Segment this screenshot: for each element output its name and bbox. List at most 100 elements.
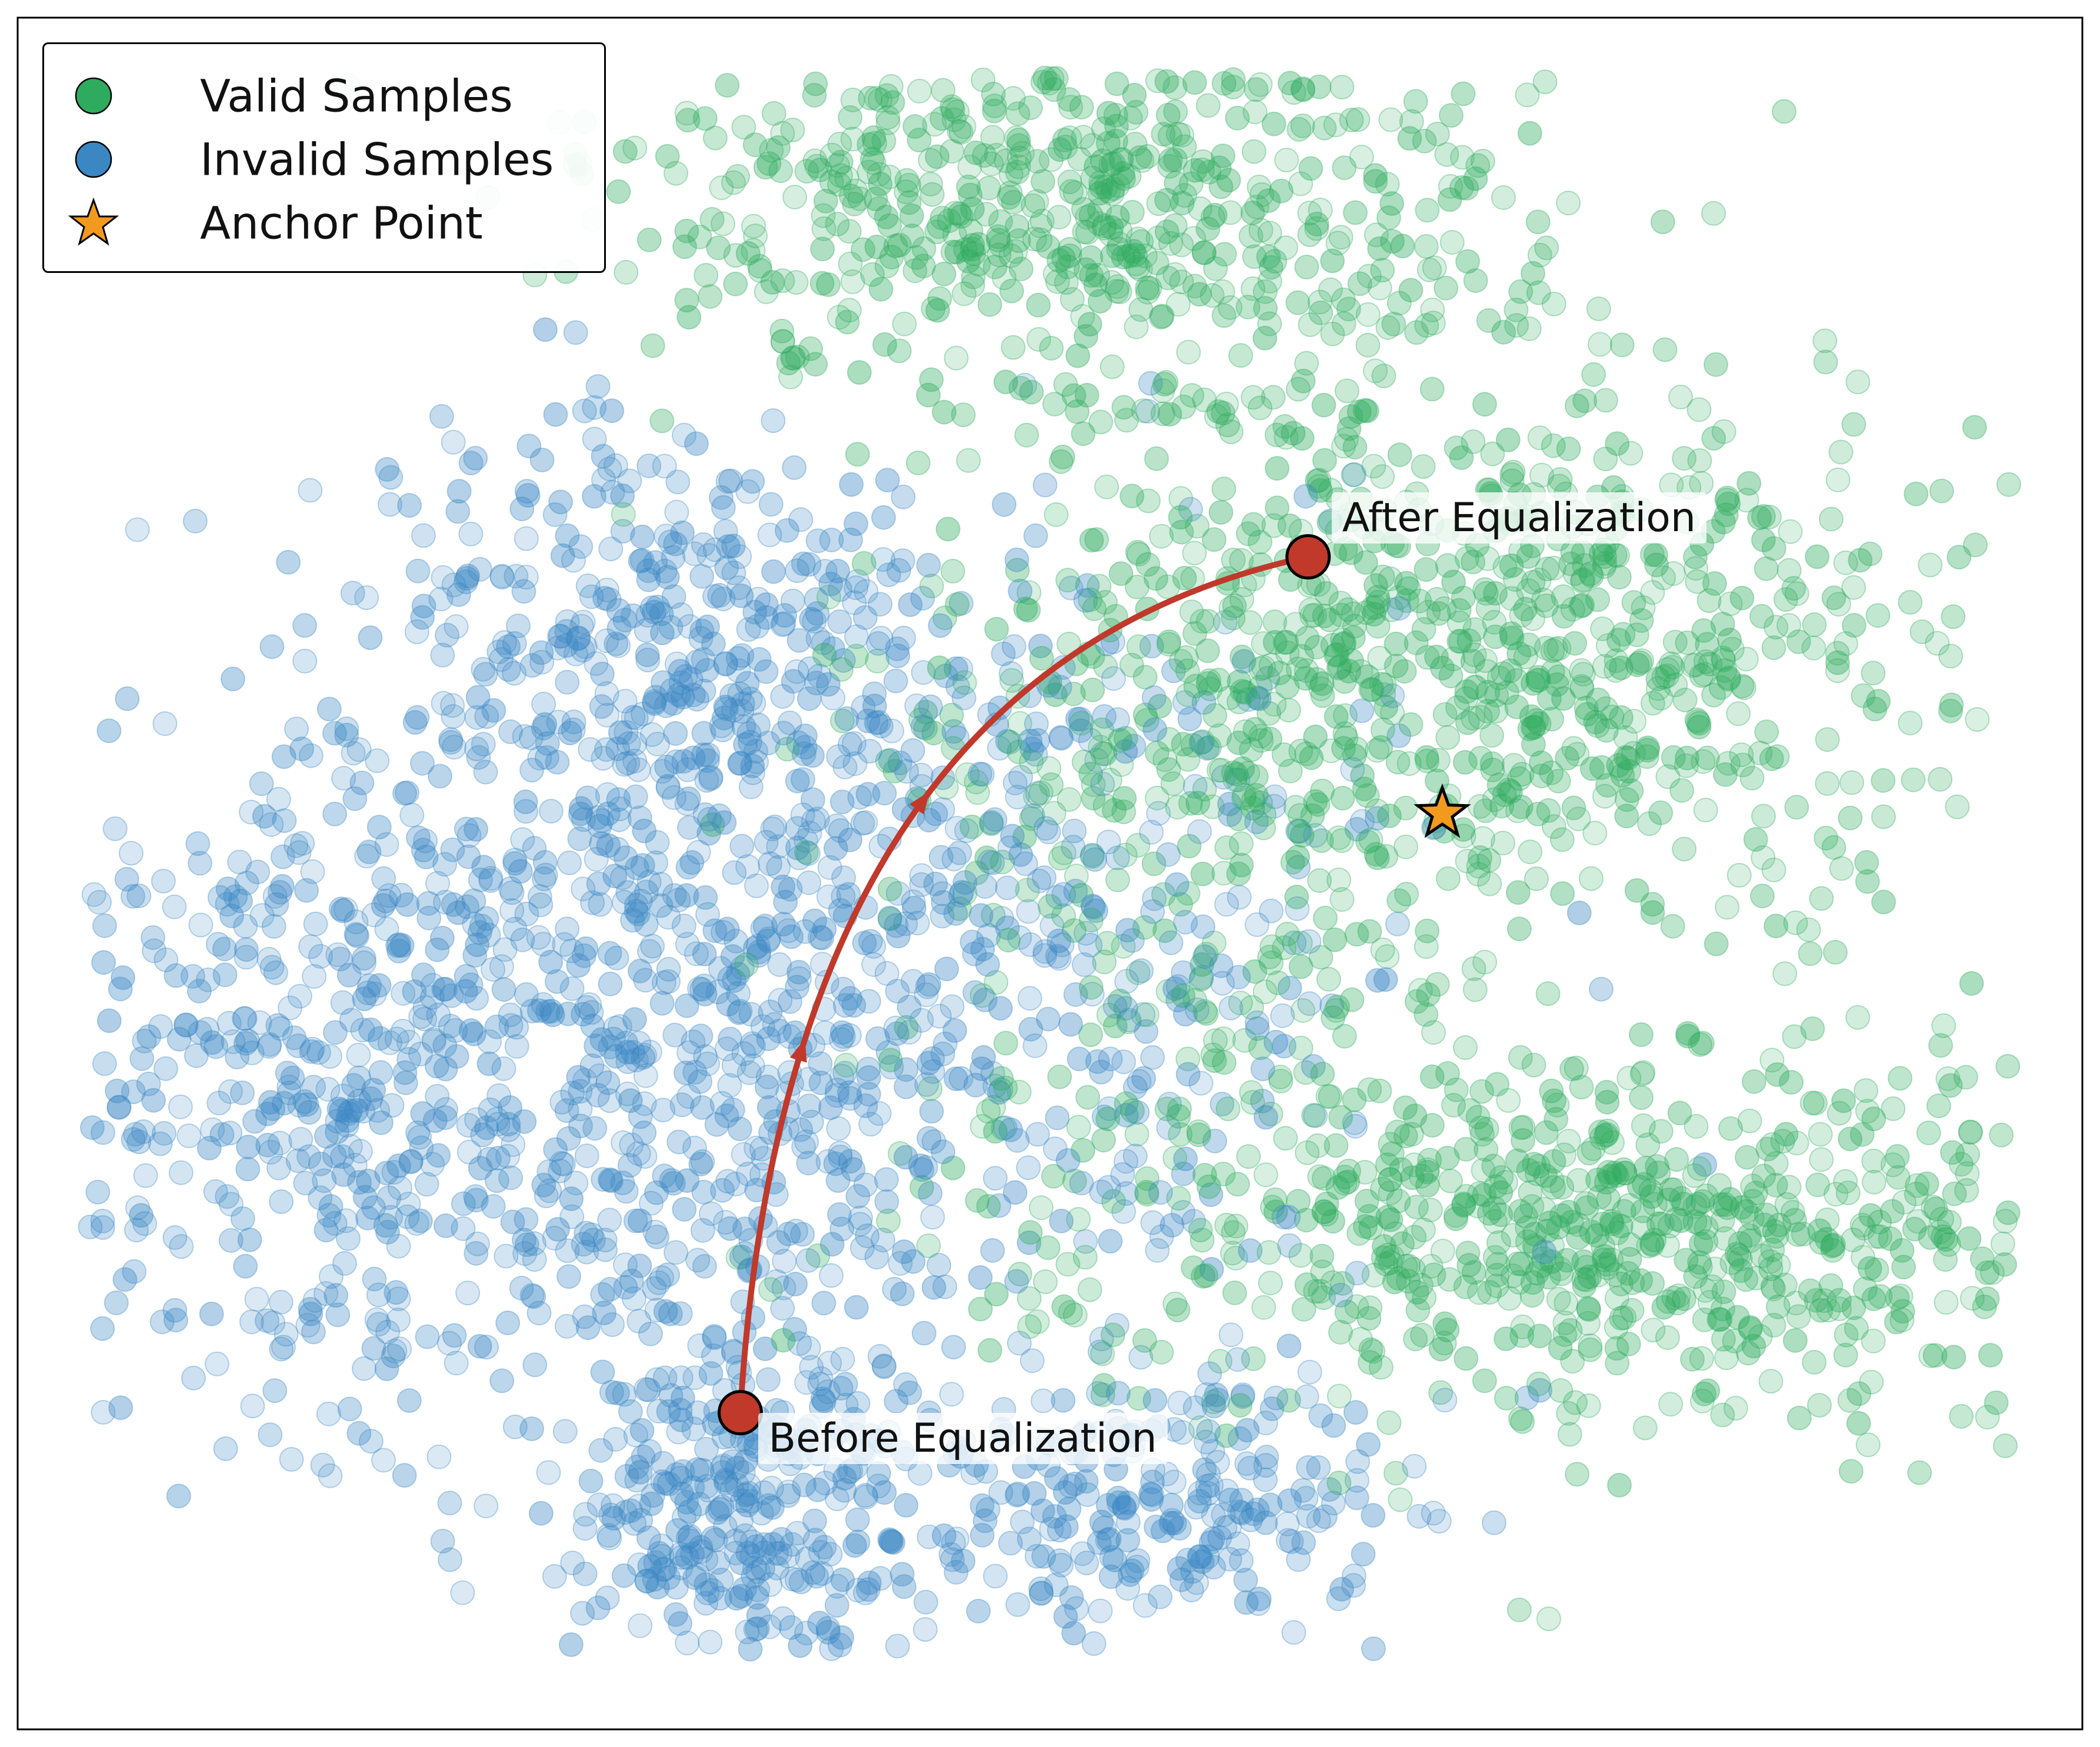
invalid-sample-point bbox=[875, 1040, 901, 1065]
invalid-sample-point bbox=[614, 1463, 639, 1489]
valid-sample-point bbox=[1556, 191, 1581, 216]
valid-sample-point bbox=[892, 311, 917, 336]
valid-sample-point bbox=[1105, 173, 1131, 198]
invalid-sample-point bbox=[589, 694, 614, 719]
invalid-sample-point bbox=[638, 1321, 663, 1346]
invalid-sample-point bbox=[992, 1115, 1018, 1141]
invalid-sample-point bbox=[720, 944, 745, 969]
invalid-sample-point bbox=[669, 602, 694, 627]
invalid-sample-point bbox=[239, 1041, 265, 1065]
invalid-sample-point bbox=[1218, 1322, 1244, 1348]
valid-sample-point bbox=[1996, 472, 2021, 497]
invalid-sample-point bbox=[603, 1426, 628, 1452]
invalid-sample-point bbox=[829, 789, 855, 815]
valid-sample-point bbox=[1513, 644, 1538, 669]
invalid-sample-point bbox=[412, 995, 438, 1021]
valid-sample-point bbox=[994, 148, 1019, 174]
valid-sample-point bbox=[758, 1277, 783, 1302]
invalid-sample-point bbox=[268, 1289, 294, 1315]
valid-sample-point bbox=[1375, 1205, 1401, 1230]
invalid-sample-point bbox=[1139, 819, 1164, 845]
valid-sample-point bbox=[1190, 729, 1215, 754]
valid-sample-point bbox=[1097, 768, 1122, 793]
invalid-sample-point bbox=[378, 465, 404, 490]
invalid-sample-point bbox=[1245, 912, 1269, 937]
valid-sample-point bbox=[1029, 646, 1054, 671]
invalid-sample-point bbox=[529, 448, 555, 472]
invalid-sample-point bbox=[342, 786, 368, 811]
invalid-sample-point bbox=[405, 705, 430, 730]
invalid-sample-point bbox=[674, 883, 699, 908]
valid-sample-point bbox=[1434, 275, 1459, 301]
valid-sample-point bbox=[1080, 133, 1105, 158]
valid-sample-point bbox=[1290, 998, 1315, 1023]
valid-sample-point bbox=[1619, 778, 1644, 804]
invalid-sample-point bbox=[746, 1603, 771, 1628]
valid-sample-point bbox=[1053, 372, 1078, 397]
invalid-sample-point bbox=[798, 656, 823, 681]
valid-sample-point bbox=[1605, 431, 1630, 456]
valid-sample-point bbox=[1509, 1323, 1535, 1348]
valid-sample-point bbox=[851, 551, 876, 576]
valid-sample-point bbox=[1438, 1168, 1463, 1193]
valid-sample-point bbox=[1309, 828, 1334, 854]
invalid-sample-point bbox=[1016, 1230, 1042, 1255]
invalid-sample-point bbox=[879, 1529, 904, 1554]
valid-sample-point bbox=[1432, 1331, 1457, 1356]
valid-sample-point bbox=[1244, 77, 1269, 102]
invalid-sample-point bbox=[885, 979, 910, 1003]
invalid-sample-point bbox=[1566, 901, 1592, 925]
valid-sample-point bbox=[1527, 425, 1552, 451]
valid-sample-point bbox=[1304, 211, 1329, 236]
invalid-sample-point bbox=[275, 1061, 300, 1086]
valid-sample-point bbox=[1044, 502, 1069, 527]
valid-sample-point bbox=[1226, 689, 1252, 715]
invalid-sample-point bbox=[1105, 845, 1130, 871]
valid-sample-point bbox=[1268, 1068, 1294, 1093]
invalid-sample-point bbox=[1426, 1509, 1452, 1534]
invalid-sample-point bbox=[1306, 1508, 1331, 1533]
valid-sample-point bbox=[1691, 618, 1716, 643]
invalid-sample-point bbox=[1116, 1008, 1142, 1033]
valid-sample-point bbox=[1527, 242, 1552, 268]
invalid-sample-point bbox=[655, 1262, 681, 1288]
valid-sample-point bbox=[1051, 903, 1076, 928]
invalid-sample-point bbox=[488, 647, 514, 672]
valid-sample-point bbox=[1674, 1248, 1699, 1273]
invalid-sample-point bbox=[575, 785, 601, 811]
invalid-sample-point bbox=[445, 499, 471, 524]
valid-sample-point bbox=[1182, 158, 1208, 183]
legend: Valid Samples Invalid Samples Anchor Poi… bbox=[42, 42, 606, 273]
valid-sample-point bbox=[1651, 1295, 1676, 1320]
valid-sample-point bbox=[1280, 849, 1305, 875]
valid-sample-point bbox=[1861, 1328, 1886, 1353]
invalid-sample-point bbox=[151, 869, 176, 893]
legend-item-invalid: Invalid Samples bbox=[44, 130, 604, 189]
invalid-sample-point bbox=[399, 1149, 424, 1173]
invalid-sample-point bbox=[1159, 1508, 1185, 1533]
valid-sample-point bbox=[1764, 913, 1789, 939]
invalid-sample-point bbox=[613, 1252, 638, 1278]
valid-sample-point bbox=[952, 281, 976, 306]
invalid-sample-point bbox=[162, 1225, 188, 1250]
invalid-sample-point bbox=[474, 1493, 499, 1519]
blue-circle-icon bbox=[75, 141, 112, 178]
valid-sample-point bbox=[1358, 1215, 1384, 1241]
valid-sample-point bbox=[1815, 771, 1840, 796]
invalid-sample-point bbox=[514, 565, 539, 590]
valid-sample-point bbox=[1631, 1113, 1656, 1138]
valid-sample-point bbox=[1202, 202, 1228, 228]
invalid-sample-point bbox=[771, 611, 796, 636]
invalid-sample-point bbox=[687, 1333, 712, 1358]
valid-sample-point bbox=[1839, 770, 1865, 795]
invalid-sample-point bbox=[519, 998, 545, 1023]
valid-sample-point bbox=[1576, 1297, 1602, 1322]
valid-sample-point bbox=[782, 185, 808, 209]
invalid-sample-point bbox=[371, 1448, 396, 1473]
invalid-sample-point bbox=[980, 851, 1005, 875]
valid-sample-point bbox=[1506, 1597, 1532, 1622]
valid-sample-point bbox=[836, 298, 862, 323]
invalid-sample-point bbox=[827, 609, 852, 634]
invalid-sample-point bbox=[845, 569, 870, 594]
valid-sample-point bbox=[1314, 1191, 1339, 1216]
